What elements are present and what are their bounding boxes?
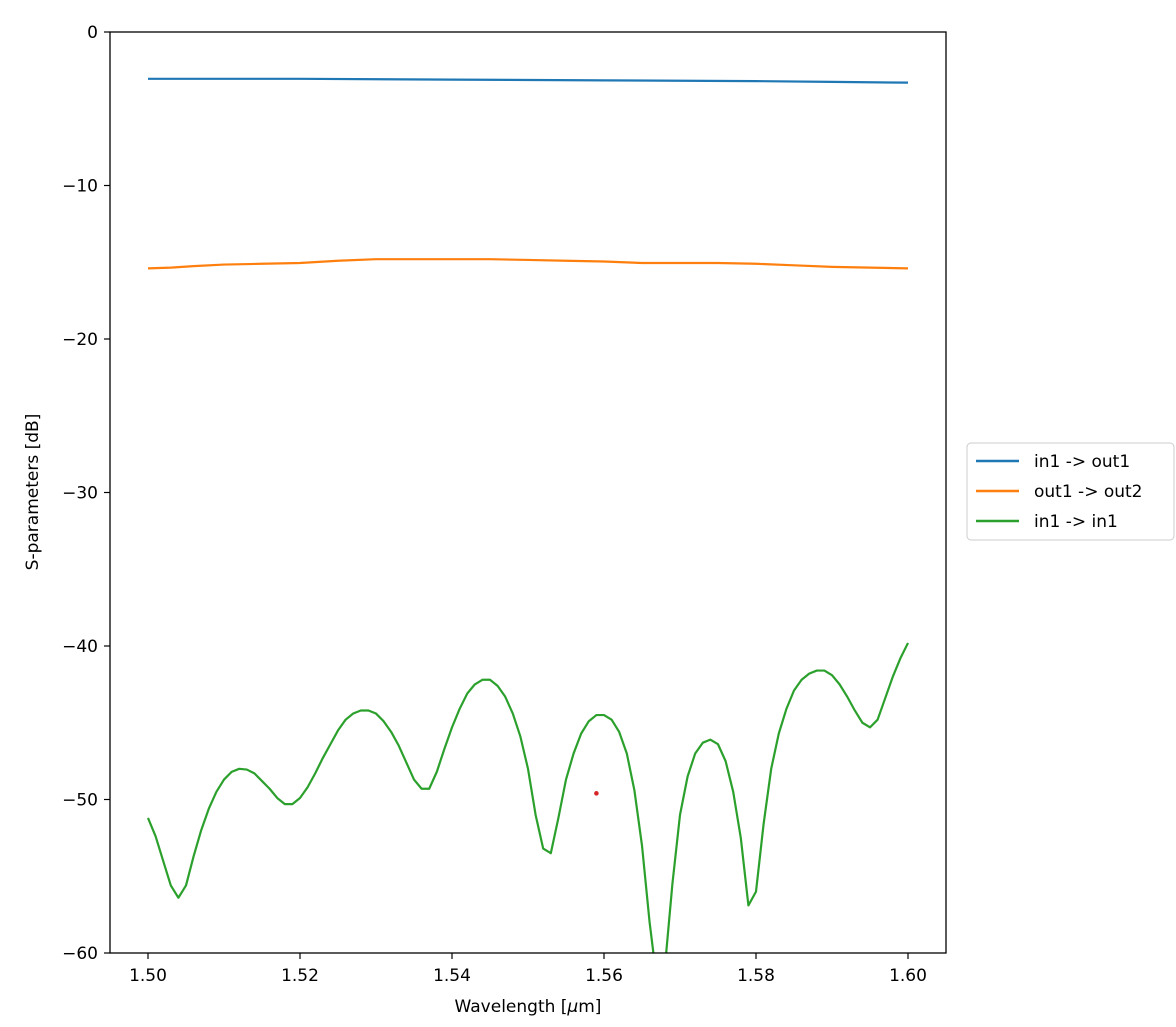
plot-area <box>110 32 946 953</box>
series-line-1 <box>148 77 909 84</box>
x-axis-label-text: Wavelength [ <box>455 997 568 1017</box>
y-tick-label: −10 <box>62 177 98 197</box>
x-tick-label: 1.54 <box>433 966 471 986</box>
legend-label-1: in1 -> out1 <box>1034 452 1130 472</box>
y-axis-label: S-parameters [dB] <box>23 414 43 571</box>
y-tick-label: 0 <box>87 23 98 43</box>
y-tick-label: −40 <box>62 637 98 657</box>
series-line-2 <box>147 258 909 270</box>
x-axis-label-unit: m] <box>578 997 601 1017</box>
x-tick-label: 1.60 <box>889 966 927 986</box>
x-axis-label-mu: μ <box>566 997 578 1017</box>
x-tick-label: 1.52 <box>281 966 319 986</box>
x-tick-label: 1.56 <box>585 966 623 986</box>
x-axis-label: Wavelength [μm] <box>455 997 602 1017</box>
series-line-3 <box>146 642 909 953</box>
x-axis: 1.50 1.52 1.54 1.56 1.58 1.60 <box>129 953 927 986</box>
x-tick-label: 1.58 <box>737 966 775 986</box>
y-tick-label: −50 <box>62 791 98 811</box>
x-tick-label: 1.50 <box>129 966 167 986</box>
legend-box <box>966 442 1175 541</box>
y-axis: 0 −10 −20 −30 −40 −50 −60 <box>62 23 110 964</box>
annotation-dot <box>594 791 599 796</box>
legend: in1 -> out1 out1 -> out2 in1 -> in1 <box>966 442 1175 541</box>
series-layer <box>146 77 909 953</box>
legend-label-2: out1 -> out2 <box>1034 482 1143 502</box>
y-tick-label: −60 <box>62 944 98 964</box>
y-tick-label: −30 <box>62 484 98 504</box>
legend-label-3: in1 -> in1 <box>1034 512 1118 532</box>
annotation-layer <box>594 791 599 796</box>
y-tick-label: −20 <box>62 330 98 350</box>
